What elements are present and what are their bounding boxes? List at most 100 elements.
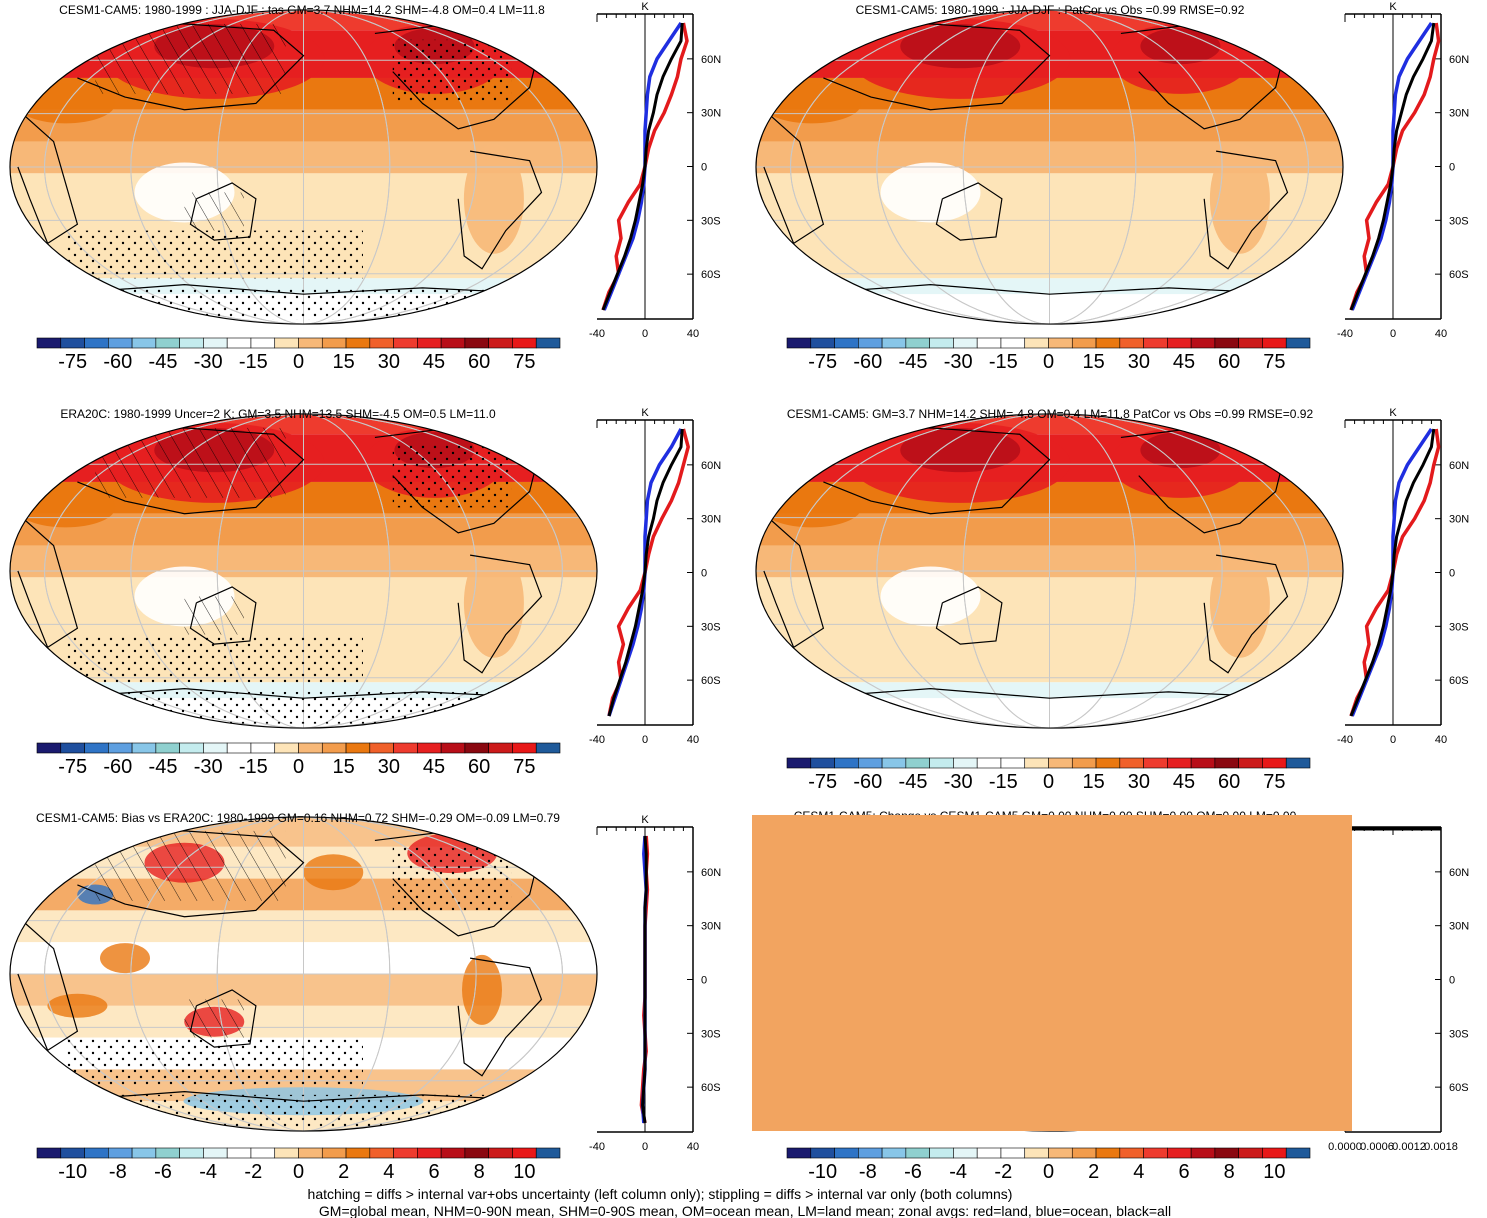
colorbar-swatch: [1048, 757, 1073, 769]
graticule-meridian: [876, 9, 1223, 325]
colorbar-swatch: [1285, 757, 1311, 769]
colorbar-swatch: [417, 1147, 442, 1159]
graticule: [756, 413, 1343, 729]
colorbar-label: -60: [853, 771, 882, 793]
panel-model-ensemble: K 60N 30N 0 30S 60S -40 0 40 -75 -60 -45 -30 -15 0 15 30…: [755, 407, 1469, 793]
colorbar-swatch: [976, 1147, 1002, 1159]
zonal-y-label: 60N: [701, 460, 721, 472]
colorbar-label: -4: [949, 1161, 967, 1183]
field-blob: [1209, 547, 1270, 658]
coast-south-america: [457, 554, 543, 674]
colorbar-swatch: [1119, 1147, 1144, 1159]
hatch-region: [184, 999, 244, 1038]
zonal-y-label: 30N: [1449, 921, 1469, 933]
colorbar-swatch: [464, 742, 489, 754]
zonal-y-label: 0: [1449, 162, 1455, 174]
zonal-y-label: 60S: [1449, 1082, 1469, 1094]
colorbar-swatch: [929, 337, 954, 349]
zonal-unit-label: K: [641, 1, 649, 13]
field-blob: [463, 143, 524, 254]
colorbar-swatch: [1143, 337, 1168, 349]
coast-africa: [17, 513, 79, 649]
bias-blob: [303, 854, 364, 891]
zonal-y-label: 30N: [1449, 514, 1469, 526]
zonal-x-label: 0.0012: [1392, 1141, 1426, 1153]
colorbar-label: 45: [423, 756, 445, 778]
colorbar-swatch: [345, 337, 371, 349]
colorbar-label: -30: [194, 351, 223, 373]
field-blob: [1140, 432, 1221, 469]
zonal-line-all: [1349, 428, 1436, 717]
colorbar-label: 8: [1224, 1161, 1235, 1183]
coast-africa: [763, 513, 825, 649]
colorbar-swatch: [1167, 337, 1192, 349]
colorbar-swatch: [60, 742, 85, 754]
zonal-y-label: 30N: [701, 108, 721, 120]
panel-obs: K 60N 30N 0 30S 60S -40 0 40 -75 -60 -45 -30 -15 0 15 30…: [9, 407, 721, 778]
colorbar-label: 45: [1173, 771, 1195, 793]
coast-antarctica: [799, 688, 1300, 699]
colorbar-swatch: [345, 742, 371, 754]
colorbar-label: -75: [58, 756, 87, 778]
field-blob: [463, 547, 524, 658]
field-blob: [1209, 143, 1270, 254]
zonal-y-label: 30N: [1449, 108, 1469, 120]
hatch-region: [95, 427, 286, 498]
zonal-y-label: 60S: [1449, 269, 1469, 281]
colorbar-swatch: [1262, 1147, 1287, 1159]
zonal-y-label: 0: [701, 975, 707, 987]
colorbar-swatch: [203, 1147, 228, 1159]
colorbar-swatch: [1167, 1147, 1192, 1159]
colorbar-label: 60: [1218, 771, 1240, 793]
panel-title: ERA20C: 1980-1999 Uncer=2 K: GM=3.5 NHM=…: [60, 407, 496, 421]
colorbar-swatch: [786, 337, 812, 349]
colorbar-label: -15: [239, 351, 268, 373]
colorbar-label: -60: [103, 351, 132, 373]
stipple-region: [35, 287, 512, 320]
zonal-line-land: [1349, 22, 1441, 311]
colorbar-swatch: [953, 1147, 978, 1159]
colorbar-label: 10: [513, 1161, 535, 1183]
colorbar-label: 45: [1173, 351, 1195, 373]
colorbar-label: 0: [1043, 1161, 1054, 1183]
colorbar-swatch: [858, 1147, 883, 1159]
colorbar-label: 4: [1133, 1161, 1144, 1183]
zonal-y-label: 60N: [1449, 460, 1469, 472]
colorbar-label: -60: [103, 756, 132, 778]
hatch-region: [184, 192, 244, 231]
colorbar-swatch: [1238, 1147, 1263, 1159]
colorbar-label: -4: [199, 1161, 217, 1183]
colorbar-label: -8: [109, 1161, 127, 1183]
colorbar-swatch: [858, 337, 883, 349]
zonal-y-label: 60S: [701, 1082, 721, 1094]
graticule: [756, 9, 1343, 325]
colorbar-label: -30: [944, 771, 973, 793]
zonal-y-label: 60N: [1449, 867, 1469, 879]
colorbar-label: 30: [1128, 771, 1150, 793]
zonal-x-label: 0.0006: [1360, 1141, 1394, 1153]
field-blob: [900, 428, 1021, 473]
colorbar-swatch: [1285, 337, 1311, 349]
map-outline: [755, 9, 1344, 325]
colorbar-label: -45: [899, 351, 928, 373]
colorbar-swatch: [226, 337, 252, 349]
panel-title: CESM1-CAM5: 1980-1999 : JJA-DJF : tas GM…: [59, 3, 545, 17]
colorbar-label: -6: [904, 1161, 922, 1183]
colorbar-swatch: [1000, 757, 1026, 769]
colorbar-swatch: [1119, 757, 1144, 769]
colorbar-swatch: [1167, 757, 1192, 769]
colorbar-swatch: [488, 742, 513, 754]
stipple-region: [35, 691, 512, 724]
zonal-y-label: 60N: [701, 54, 721, 66]
colorbar-label: 2: [1088, 1161, 1099, 1183]
zonal-unit-label: K: [1389, 407, 1397, 419]
colorbar-swatch: [60, 337, 85, 349]
colorbar-swatch: [512, 742, 537, 754]
colorbar-swatch: [226, 1147, 252, 1159]
colorbar-swatch: [464, 337, 489, 349]
stipple-region: [392, 443, 512, 508]
colorbar-label: 0: [293, 756, 304, 778]
colorbar-label: 30: [378, 756, 400, 778]
colorbar-swatch: [84, 742, 109, 754]
colorbar-swatch: [131, 742, 157, 754]
